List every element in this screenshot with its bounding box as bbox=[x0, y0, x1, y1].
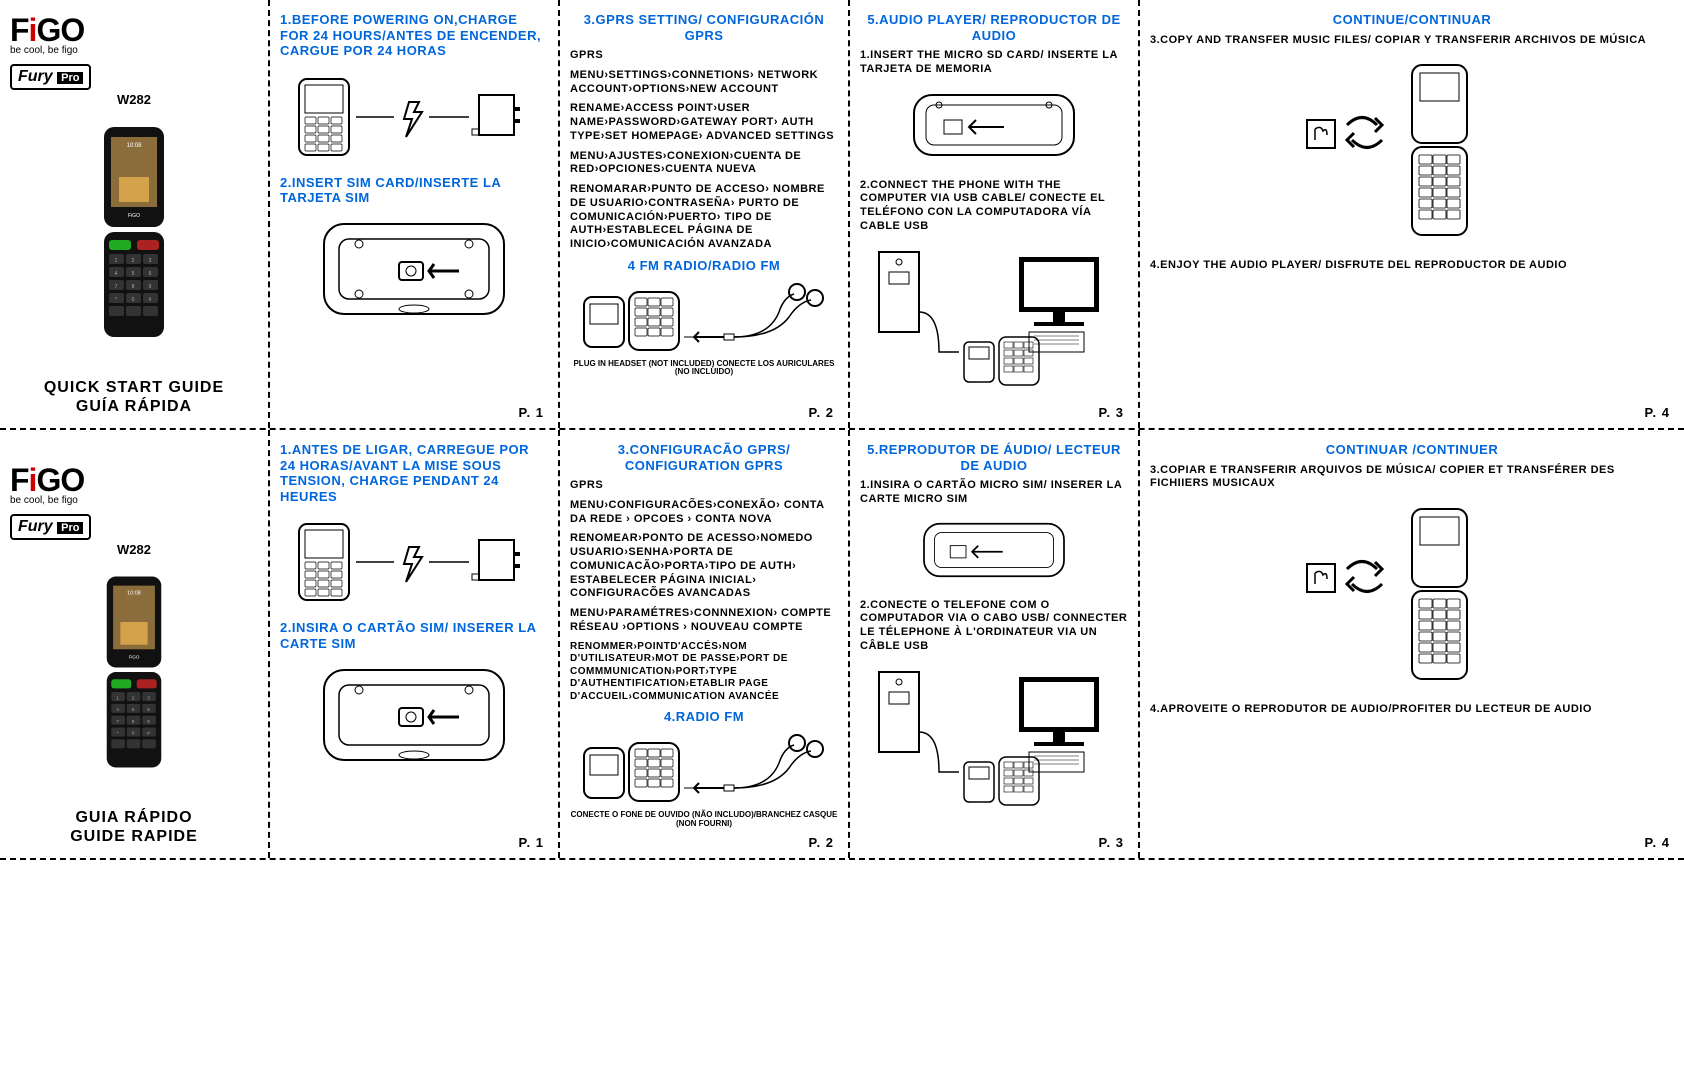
menu-path-4: RENOMMER›POINTD'ACCÉS›NOM D'UTILISATEUR›… bbox=[570, 641, 838, 704]
svg-text:0: 0 bbox=[132, 297, 135, 303]
panel-p1: 1.BEFORE POWERING ON,CHARGE FOR 24 HOURS… bbox=[270, 0, 560, 428]
page-number: P. 3 bbox=[1099, 835, 1124, 850]
step-1-heading: 1.BEFORE POWERING ON,CHARGE FOR 24 HOURS… bbox=[280, 12, 548, 59]
headset-caption: CONECTE O FONE DE OUVIDO (NÃO INCLUDO)/B… bbox=[570, 811, 838, 829]
panel-p3-b: 5.REPRODUTOR DE ÁUDIO/ LECTEUR DE AUDIO … bbox=[850, 430, 1140, 858]
sd-illustration bbox=[860, 515, 1128, 585]
svg-text:6: 6 bbox=[149, 271, 152, 277]
enjoy-text: 4.APROVEITE O REPRODUTOR DE AUDIO/PROFIT… bbox=[1150, 703, 1674, 717]
panel-p2: 3.GPRS SETTING/ CONFIGURACIÓN GPRS GPRS … bbox=[560, 0, 850, 428]
page-number: P. 1 bbox=[519, 405, 544, 420]
guide-row-2: FiGO be cool, be figo Fury Pro W282 10:0… bbox=[0, 430, 1684, 860]
panel-p2-b: 3.CONFIGURACÃO GPRS/ CONFIGURATION GPRS … bbox=[560, 430, 850, 858]
menu-path-3: MENU›AJUSTES›CONEXION›CUENTA DE RED›OPCI… bbox=[570, 150, 838, 178]
svg-text:#: # bbox=[149, 297, 152, 303]
pc-connect-illustration bbox=[860, 662, 1128, 812]
transfer-illustration bbox=[1150, 55, 1674, 245]
step-3-heading: 3.GPRS SETTING/ CONFIGURACIÓN GPRS bbox=[570, 12, 838, 43]
panel-p1-b: 1.ANTES DE LIGAR, CARREGUE POR 24 HORAS/… bbox=[270, 430, 560, 858]
pc-connect-illustration bbox=[860, 242, 1128, 392]
model-number: W282 bbox=[10, 92, 258, 107]
sim-illustration bbox=[280, 214, 548, 324]
svg-text:7: 7 bbox=[115, 284, 118, 290]
svg-text:10:08: 10:08 bbox=[127, 591, 141, 597]
connect-usb-text: 2.CONNECT THE PHONE WITH THE COMPUTER VI… bbox=[860, 179, 1128, 234]
cover-panel-2: FiGO be cool, be figo Fury Pro W282 10:0… bbox=[0, 430, 270, 858]
menu-path-2: RENOMEAR›PONTO DE ACESSO›NOMEDO USUARIO›… bbox=[570, 532, 838, 601]
step-2-heading: 2.INSERT SIM CARD/INSERTE LA TARJETA SIM bbox=[280, 175, 548, 206]
charge-illustration bbox=[280, 67, 548, 167]
svg-text:8: 8 bbox=[132, 284, 135, 290]
step-5-heading: 5.REPRODUTOR DE ÁUDIO/ LECTEUR DE AUDIO bbox=[860, 442, 1128, 473]
tagline: be cool, be figo bbox=[10, 45, 258, 56]
svg-text:4: 4 bbox=[115, 271, 118, 277]
copy-files-text: 3.COPY AND TRANSFER MUSIC FILES/ COPIAR … bbox=[1150, 34, 1674, 48]
guide-row-1: FiGO be cool, be figo Fury Pro W282 10:0… bbox=[0, 0, 1684, 430]
brand-logo: FiGO be cool, be figo Fury Pro W282 bbox=[10, 12, 258, 107]
sd-illustration bbox=[860, 85, 1128, 165]
svg-text:9: 9 bbox=[149, 284, 152, 290]
gprs-label: GPRS bbox=[570, 479, 838, 493]
charge-illustration bbox=[280, 512, 548, 612]
page-number: P. 4 bbox=[1645, 835, 1670, 850]
svg-text:3: 3 bbox=[149, 258, 152, 264]
step-4-heading: 4.RADIO FM bbox=[570, 709, 838, 725]
transfer-illustration bbox=[1150, 499, 1674, 689]
page-number: P. 1 bbox=[519, 835, 544, 850]
cover-panel: FiGO be cool, be figo Fury Pro W282 10:0… bbox=[0, 0, 270, 428]
brand-logo: FiGO be cool, be figo Fury Pro W282 bbox=[10, 462, 258, 557]
menu-path-1: MENU›CONFIGURACÕES›CONEXÃO› CONTA DA RED… bbox=[570, 499, 838, 527]
menu-path-3: MENU›PARAMÉTRES›CONNNEXION› COMPTE RÉSEA… bbox=[570, 607, 838, 635]
tagline: be cool, be figo bbox=[10, 495, 258, 506]
step-2-heading: 2.INSIRA O CARTÃO SIM/ INSERER LA CARTE … bbox=[280, 620, 548, 651]
gprs-label: GPRS bbox=[570, 49, 838, 63]
svg-text:*: * bbox=[115, 297, 117, 303]
insert-sd-text: 1.INSERT THE MICRO SD CARD/ INSERTE LA T… bbox=[860, 49, 1128, 77]
phone-illustration: 10:08 FiGO 123 456 789 *0# bbox=[89, 572, 179, 772]
enjoy-text: 4.ENJOY THE AUDIO PLAYER/ DISFRUTE DEL R… bbox=[1150, 259, 1674, 273]
panel-p4: CONTINUE/CONTINUAR 3.COPY AND TRANSFER M… bbox=[1140, 0, 1684, 428]
panel-p3: 5.AUDIO PLAYER/ REPRODUCTOR DE AUDIO 1.I… bbox=[850, 0, 1140, 428]
insert-sd-text: 1.INSIRA O CARTÃO MICRO SIM/ INSERER LA … bbox=[860, 479, 1128, 507]
continue-heading: CONTINUE/CONTINUAR bbox=[1150, 12, 1674, 28]
menu-path-2: RENAME›ACCESS POINT›USER NAME›PASSWORD›G… bbox=[570, 102, 838, 143]
copy-files-text: 3.COPIAR E TRANSFERIR ARQUIVOS DE MÚSICA… bbox=[1150, 464, 1674, 492]
step-3-heading: 3.CONFIGURACÃO GPRS/ CONFIGURATION GPRS bbox=[570, 442, 838, 473]
headset-caption: PLUG IN HEADSET (NOT INCLUDED) CONECTE L… bbox=[570, 360, 838, 378]
model-badge: Fury Pro bbox=[10, 64, 91, 90]
svg-text:*: * bbox=[117, 731, 119, 736]
page-number: P. 2 bbox=[809, 405, 834, 420]
menu-path-1: MENU›SETTINGS›CONNETIONS› NETWORK ACCOUN… bbox=[570, 69, 838, 97]
svg-text:FiGO: FiGO bbox=[129, 654, 140, 659]
svg-text:1: 1 bbox=[115, 258, 118, 264]
guide-title: QUICK START GUIDE GUÍA RÁPIDA bbox=[10, 378, 258, 416]
page-number: P. 2 bbox=[809, 835, 834, 850]
model-badge: Fury Pro bbox=[10, 514, 91, 540]
radio-illustration bbox=[570, 733, 838, 803]
step-1-heading: 1.ANTES DE LIGAR, CARREGUE POR 24 HORAS/… bbox=[280, 442, 548, 504]
continue-heading: CONTINUAR /CONTINUER bbox=[1150, 442, 1674, 458]
page-number: P. 4 bbox=[1645, 405, 1670, 420]
svg-text:FiGO: FiGO bbox=[128, 213, 140, 219]
svg-text:2: 2 bbox=[132, 258, 135, 264]
svg-text:10:08: 10:08 bbox=[126, 143, 142, 149]
svg-text:5: 5 bbox=[132, 271, 135, 277]
connect-usb-text: 2.CONECTE O TELEFONE COM O COMPUTADOR VI… bbox=[860, 599, 1128, 654]
guide-title: GUIA RÁPIDO GUIDE RAPIDE bbox=[10, 808, 258, 846]
radio-illustration bbox=[570, 282, 838, 352]
phone-illustration: 10:08 FiGO 1 2 3 4 5 6 7 8 9 * 0 # bbox=[89, 122, 179, 342]
step-5-heading: 5.AUDIO PLAYER/ REPRODUCTOR DE AUDIO bbox=[860, 12, 1128, 43]
panel-p4-b: CONTINUAR /CONTINUER 3.COPIAR E TRANSFER… bbox=[1140, 430, 1684, 858]
step-4-heading: 4 FM RADIO/RADIO FM bbox=[570, 258, 838, 274]
model-number: W282 bbox=[10, 542, 258, 557]
page-number: P. 3 bbox=[1099, 405, 1124, 420]
sim-illustration bbox=[280, 660, 548, 770]
menu-path-4: RENOMARAR›PUNTO DE ACCESO› NOMBRE DE USU… bbox=[570, 183, 838, 252]
